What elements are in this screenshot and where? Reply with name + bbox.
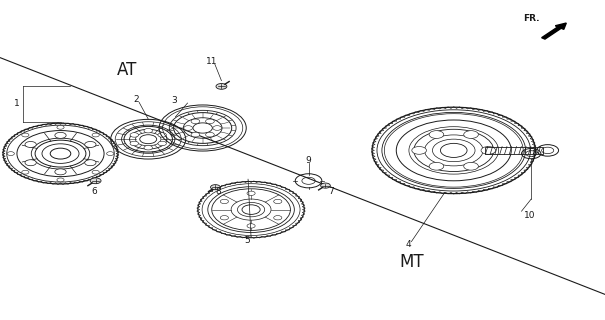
- Circle shape: [273, 216, 282, 220]
- Text: 3: 3: [171, 96, 177, 105]
- Circle shape: [463, 131, 479, 139]
- Circle shape: [144, 128, 152, 133]
- Circle shape: [321, 183, 330, 188]
- Text: 10: 10: [523, 211, 535, 220]
- Circle shape: [220, 216, 229, 220]
- Text: 8: 8: [215, 188, 221, 196]
- Circle shape: [211, 185, 220, 190]
- Circle shape: [247, 191, 255, 196]
- Circle shape: [92, 133, 99, 137]
- Circle shape: [158, 141, 166, 146]
- Circle shape: [57, 125, 64, 129]
- Circle shape: [7, 152, 15, 156]
- Text: 9: 9: [306, 156, 312, 165]
- Circle shape: [57, 178, 64, 182]
- Circle shape: [191, 132, 200, 137]
- Circle shape: [22, 133, 29, 137]
- Circle shape: [85, 141, 96, 148]
- Circle shape: [412, 147, 427, 154]
- Circle shape: [158, 133, 166, 137]
- Circle shape: [90, 178, 101, 184]
- Circle shape: [106, 152, 114, 156]
- Text: 11: 11: [206, 57, 218, 66]
- Text: 1: 1: [14, 100, 20, 108]
- Circle shape: [429, 162, 443, 170]
- Circle shape: [92, 170, 99, 174]
- Text: 4: 4: [405, 240, 411, 249]
- Text: MT: MT: [399, 253, 423, 271]
- Circle shape: [463, 162, 479, 170]
- Circle shape: [130, 141, 139, 146]
- Text: 2: 2: [133, 95, 139, 104]
- Text: FR.: FR.: [523, 14, 540, 23]
- Text: 6: 6: [91, 187, 97, 196]
- Text: AT: AT: [117, 61, 137, 79]
- Circle shape: [273, 199, 282, 204]
- Circle shape: [55, 169, 66, 175]
- Circle shape: [247, 224, 255, 228]
- Circle shape: [184, 126, 192, 130]
- Circle shape: [144, 146, 152, 150]
- Circle shape: [213, 126, 221, 130]
- Circle shape: [22, 170, 29, 174]
- Circle shape: [130, 133, 139, 137]
- FancyArrow shape: [541, 23, 566, 39]
- Text: 7: 7: [329, 187, 335, 196]
- Circle shape: [25, 141, 36, 148]
- Text: 5: 5: [244, 236, 250, 245]
- Circle shape: [206, 119, 214, 124]
- Circle shape: [220, 199, 229, 204]
- Circle shape: [481, 147, 495, 154]
- Circle shape: [25, 160, 36, 166]
- Circle shape: [429, 131, 443, 139]
- Circle shape: [191, 119, 200, 124]
- Bar: [485, 147, 543, 154]
- Circle shape: [85, 160, 96, 166]
- Circle shape: [55, 132, 66, 138]
- Circle shape: [216, 84, 227, 89]
- Circle shape: [206, 132, 214, 137]
